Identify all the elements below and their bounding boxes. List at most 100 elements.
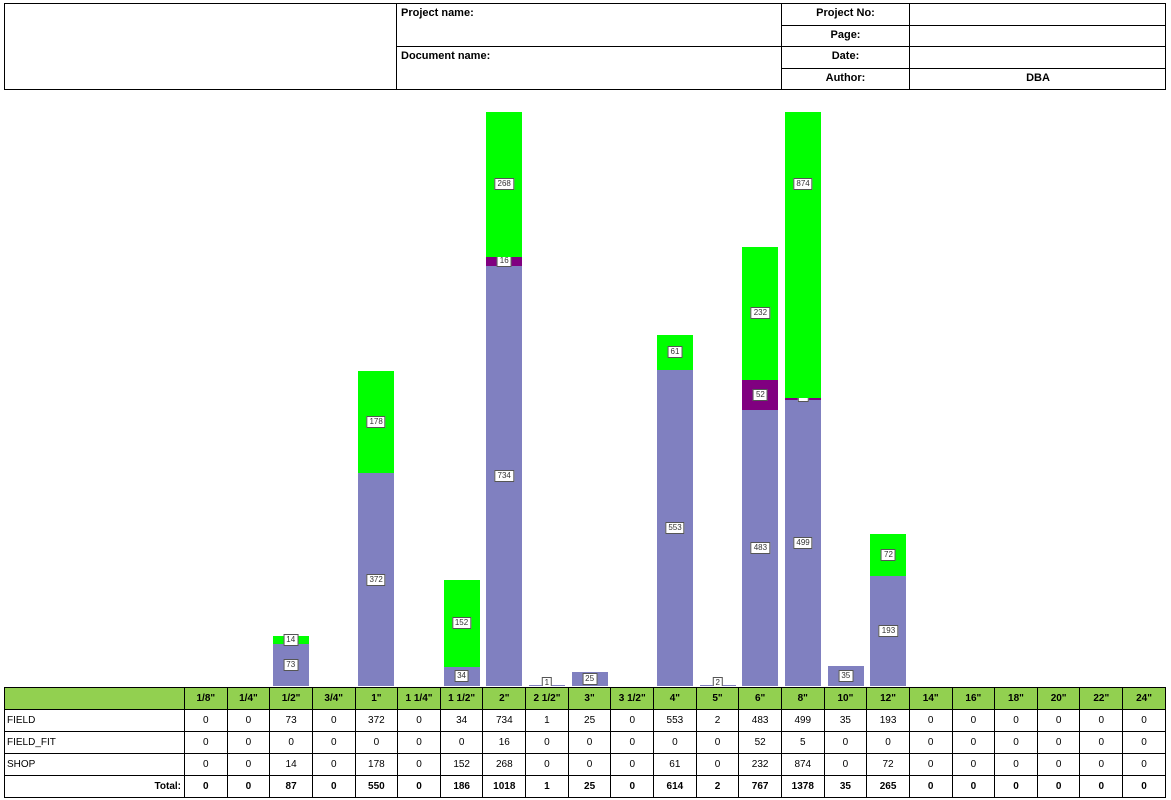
table-cell: 483 — [738, 709, 782, 732]
total-cell: 0 — [1079, 775, 1124, 798]
table-cell: 0 — [610, 709, 655, 732]
column-header: 4" — [653, 687, 697, 710]
author-label: Author: — [781, 69, 909, 90]
total-cell: 0 — [397, 775, 441, 798]
bar-value-label: 193 — [878, 624, 899, 637]
total-cell: 87 — [269, 775, 313, 798]
title-block: Project name: Document name: Project No:… — [4, 3, 1166, 90]
bar-value-label: 1 — [541, 677, 553, 686]
table-cell: 0 — [695, 731, 740, 754]
total-cell: 0 — [610, 775, 655, 798]
column-header: 3 1/2" — [610, 687, 655, 710]
column-header: 12" — [866, 687, 910, 710]
table-cell: 0 — [184, 753, 228, 776]
table-cell: 0 — [397, 709, 441, 732]
total-cell: 186 — [439, 775, 484, 798]
bar-value-label: 14 — [283, 634, 299, 647]
bar-value-label: 52 — [752, 388, 768, 401]
table-cell: 0 — [525, 753, 569, 776]
table-cell: 0 — [610, 731, 655, 754]
column-header: 3/4" — [311, 687, 356, 710]
table-row: FIELD_FIT 0 0 0 0 0 0 0 16 0 0 0 0 0 52 5 0 0 0 0 0 0 0 0 — [4, 731, 1166, 754]
bar-value-label: 61 — [667, 346, 683, 359]
total-cell: 0 — [1036, 775, 1081, 798]
table-cell: 193 — [866, 709, 910, 732]
table-cell: 0 — [311, 753, 356, 776]
table-cell: 553 — [653, 709, 697, 732]
table-cell: 0 — [354, 731, 399, 754]
column-header: 10" — [823, 687, 868, 710]
bar-value-label: 35 — [838, 669, 854, 682]
table-cell: 0 — [1122, 753, 1166, 776]
bar-value-label: 152 — [451, 617, 472, 630]
table-cell: 0 — [1079, 753, 1124, 776]
document-name-label: Document name: — [401, 50, 491, 62]
bar-value-label: 268 — [494, 178, 514, 190]
column-header: 8" — [780, 687, 825, 710]
table-row: SHOP 0 0 14 0 178 0 152 268 0 0 0 61 0 232 874 0 72 0 0 0 0 0 0 — [4, 753, 1166, 776]
total-cell: 1 — [525, 775, 569, 798]
total-cell: 265 — [866, 775, 910, 798]
total-row: Total: 0 0 87 0 550 0 186 1018 1 25 0 614 2 767 1378 35 2… — [4, 775, 1166, 798]
total-cell: 0 — [994, 775, 1038, 798]
table-cell: 0 — [184, 731, 228, 754]
row-label: FIELD — [4, 709, 185, 732]
date-label: Date: — [781, 47, 909, 69]
page-value[interactable] — [909, 26, 1166, 47]
table-cell: 25 — [567, 709, 612, 732]
bar-value-label: 372 — [366, 573, 386, 586]
table-cell: 16 — [482, 731, 527, 754]
column-header: 2" — [482, 687, 527, 710]
table-cell: 0 — [311, 709, 356, 732]
corner-cell — [4, 687, 185, 710]
total-cell: 0 — [1122, 775, 1166, 798]
table-cell: 178 — [354, 753, 399, 776]
bar-value-label: 2 — [712, 676, 723, 686]
table-cell: 499 — [780, 709, 825, 732]
table-cell: 0 — [525, 731, 569, 754]
table-cell: 35 — [823, 709, 868, 732]
page-label: Page: — [781, 26, 909, 47]
column-header: 1" — [354, 687, 399, 710]
table-cell: 0 — [1122, 731, 1166, 754]
column-header: 1/2" — [269, 687, 313, 710]
table-cell: 0 — [226, 753, 271, 776]
table-cell: 0 — [1079, 731, 1124, 754]
column-header: 6" — [738, 687, 782, 710]
table-cell: 0 — [994, 753, 1038, 776]
table-cell: 34 — [439, 709, 484, 732]
bar-value-label: 73 — [283, 659, 299, 672]
table-cell: 0 — [226, 709, 271, 732]
project-name-cell: Project name: — [396, 4, 781, 47]
table-cell: 0 — [567, 731, 612, 754]
bar-value-label: 25 — [582, 672, 598, 685]
total-cell: 0 — [226, 775, 271, 798]
author-value: DBA — [909, 69, 1166, 90]
total-cell: 35 — [823, 775, 868, 798]
column-header: 22" — [1079, 687, 1124, 710]
table-cell: 0 — [1036, 731, 1081, 754]
stacked-bar-chart: 73 14 372 178 34 152 734 16 268 1 25 553 61 2 483 52 232… — [184, 112, 1166, 686]
date-value[interactable] — [909, 47, 1166, 69]
table-cell: 0 — [184, 709, 228, 732]
table-cell: 0 — [951, 753, 996, 776]
total-cell: 1378 — [780, 775, 825, 798]
table-cell: 0 — [951, 731, 996, 754]
column-header: 14" — [908, 687, 953, 710]
bar-value-label: 734 — [494, 469, 514, 482]
total-cell: 25 — [567, 775, 612, 798]
table-cell: 0 — [439, 731, 484, 754]
column-header: 5" — [695, 687, 740, 710]
table-cell: 0 — [610, 753, 655, 776]
table-cell: 0 — [908, 753, 953, 776]
project-no-value[interactable] — [909, 4, 1166, 26]
table-cell: 232 — [738, 753, 782, 776]
table-cell: 0 — [695, 753, 740, 776]
bar-value-label: 16 — [496, 255, 512, 268]
table-cell: 0 — [951, 709, 996, 732]
total-cell: 767 — [738, 775, 782, 798]
table-cell: 0 — [1036, 753, 1081, 776]
table-cell: 0 — [567, 753, 612, 776]
table-cell: 52 — [738, 731, 782, 754]
total-cell: 0 — [184, 775, 228, 798]
